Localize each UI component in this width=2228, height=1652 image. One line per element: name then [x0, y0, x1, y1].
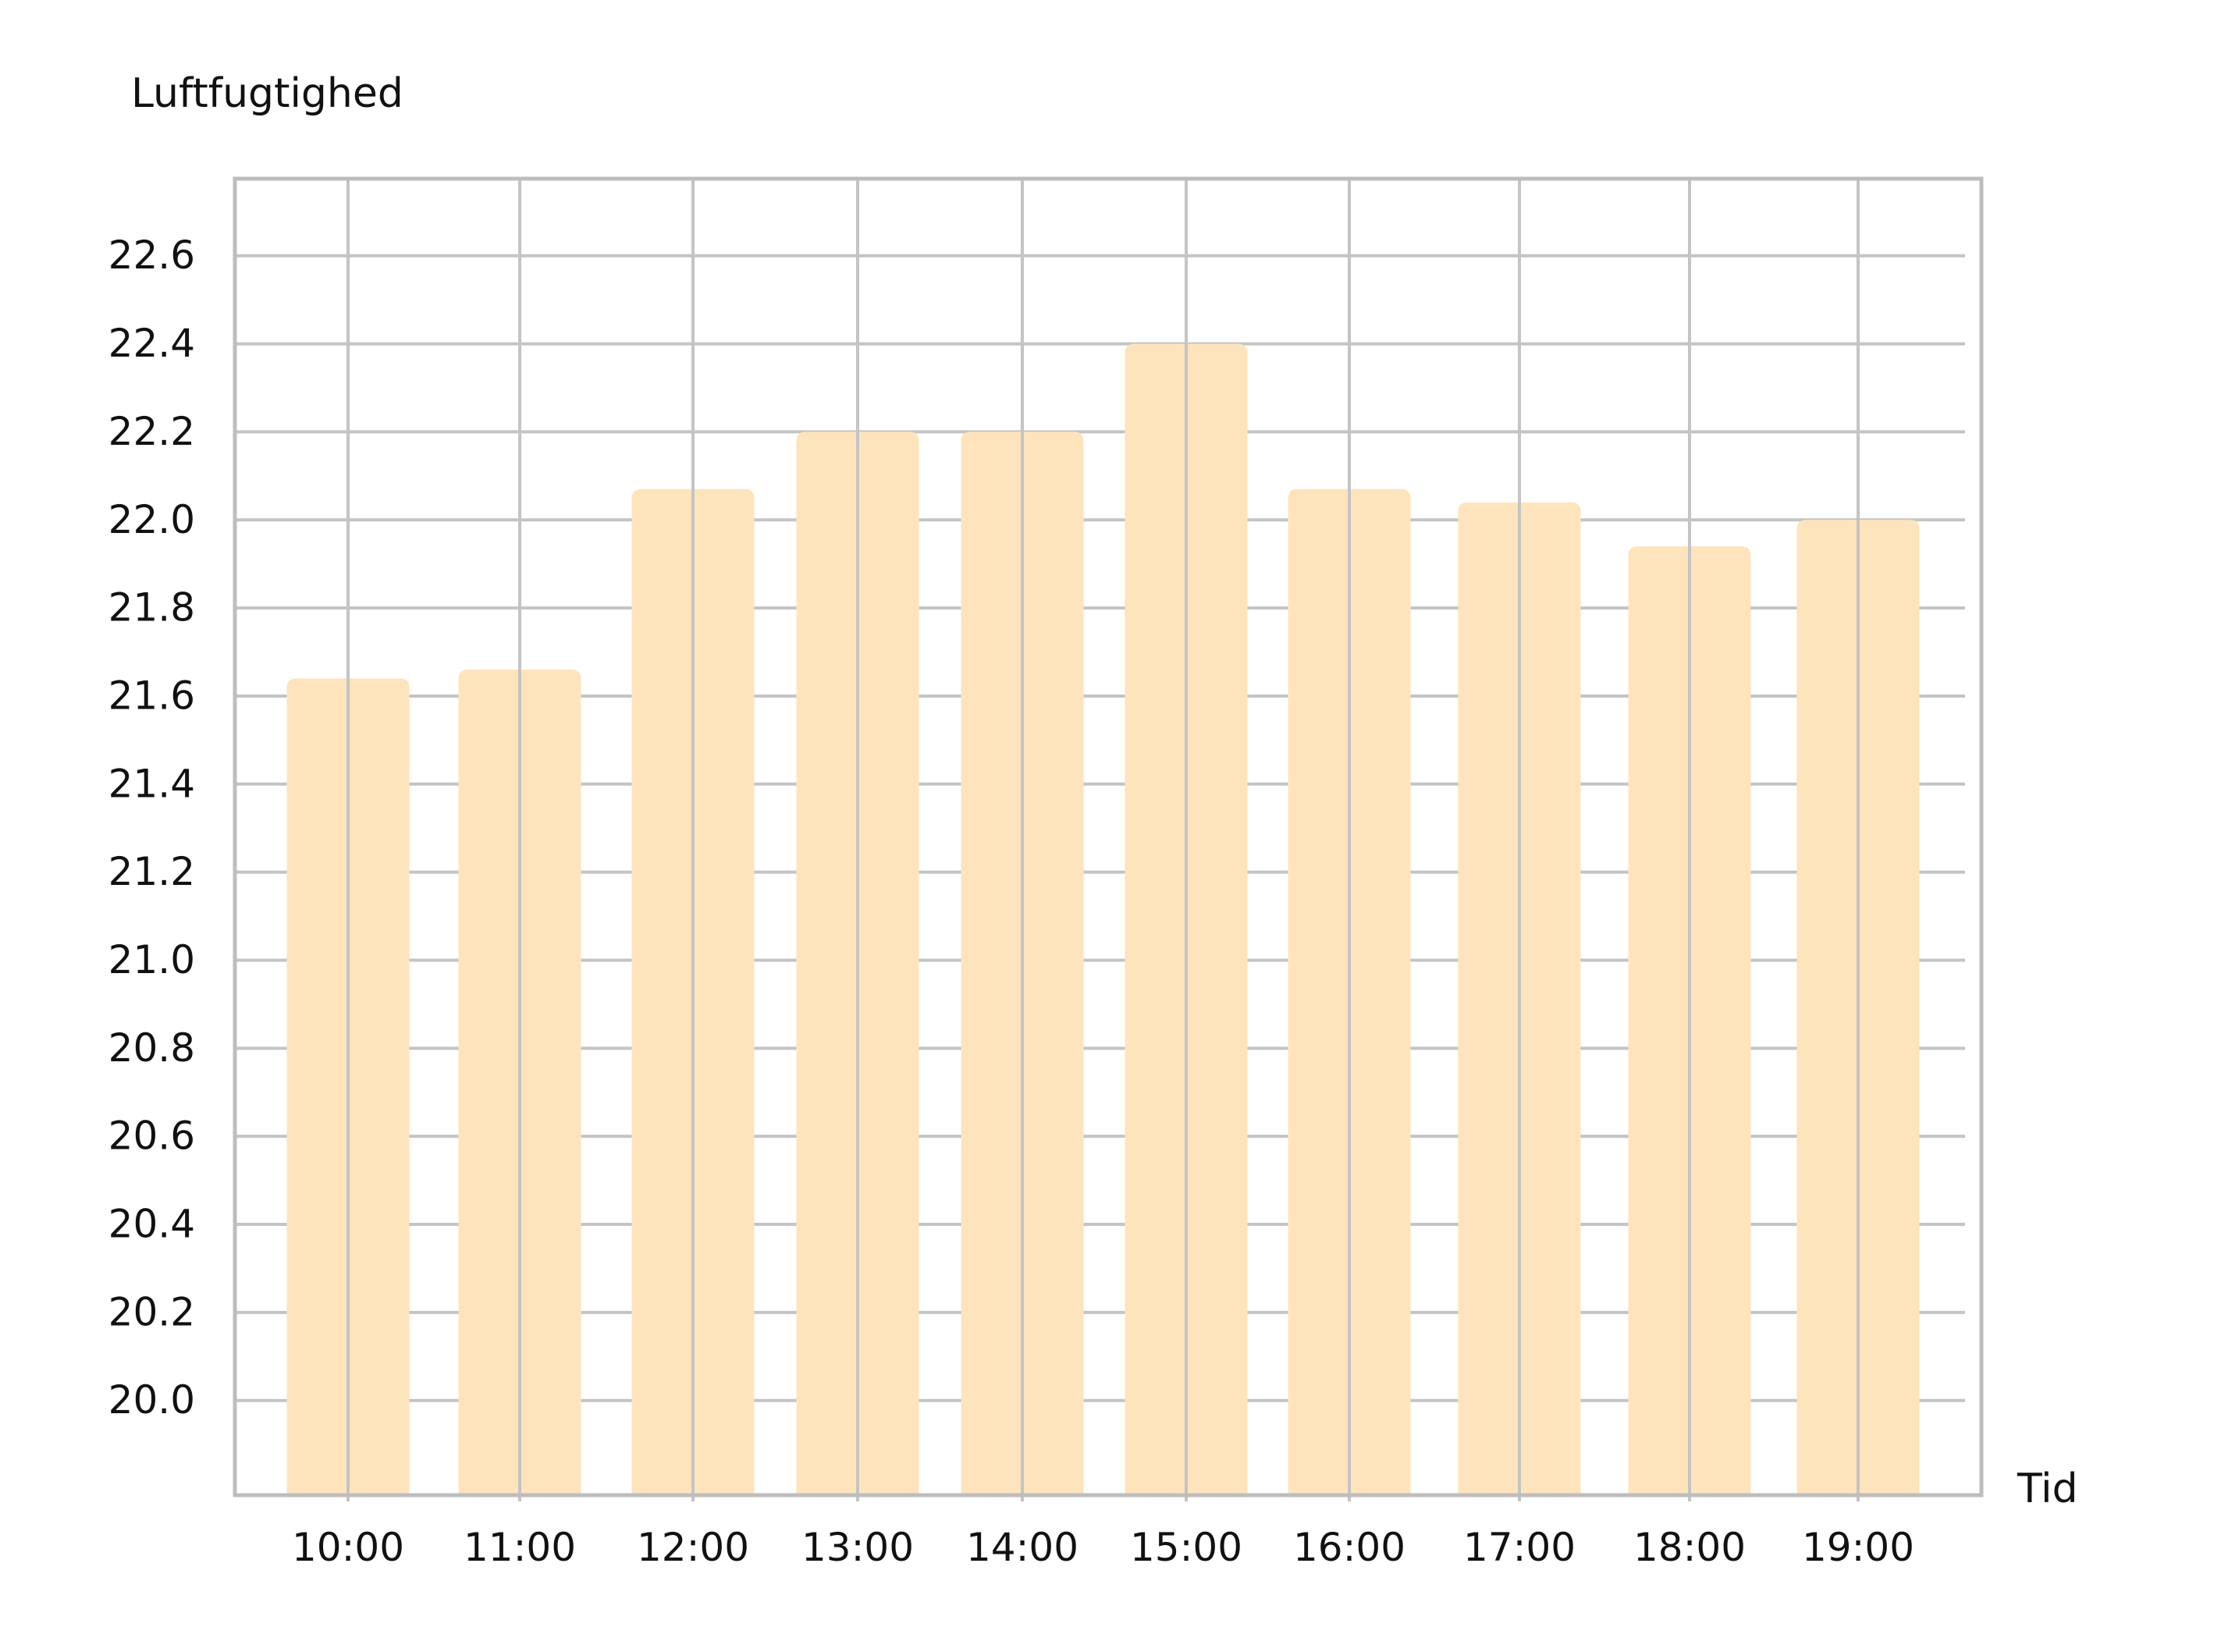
- y-axis-ticks: 20.0 20.2 20.4 20.6 20.8 21.0 21.2 21.4 21.6 21.8…: [108, 233, 195, 1423]
- x-tick-label: 11:00: [464, 1525, 576, 1570]
- y-tick-label: 22.0: [108, 497, 195, 542]
- y-tick-label: 22.2: [108, 409, 195, 454]
- y-tick-label: 21.8: [108, 585, 195, 631]
- x-tick-label: 12:00: [637, 1525, 749, 1570]
- y-tick-label: 20.4: [108, 1202, 195, 1247]
- y-tick-label: 21.6: [108, 673, 195, 718]
- y-tick-label: 21.0: [108, 937, 195, 982]
- y-tick-label: 22.4: [108, 321, 195, 366]
- y-tick-label: 20.0: [108, 1377, 195, 1423]
- x-axis-ticks: 10:00 11:00 12:00 13:00 14:00 15:00 16:00 17:00…: [292, 1525, 1914, 1570]
- y-tick-label: 20.8: [108, 1025, 195, 1071]
- vertical-grid: [346, 179, 1860, 1501]
- x-tick-label: 17:00: [1463, 1525, 1576, 1570]
- y-tick-label: 22.6: [108, 233, 195, 278]
- x-tick-label: 18:00: [1633, 1525, 1746, 1570]
- y-tick-label: 21.2: [108, 849, 195, 894]
- x-tick-label: 16:00: [1293, 1525, 1405, 1570]
- x-axis-title: Tid: [2017, 1465, 2078, 1512]
- bars: [286, 343, 1920, 1496]
- plot-frame: [233, 176, 1984, 1497]
- x-tick-label: 10:00: [292, 1525, 404, 1570]
- x-tick-label: 19:00: [1802, 1525, 1914, 1570]
- y-tick-label: 21.4: [108, 761, 195, 806]
- x-tick-label: 14:00: [966, 1525, 1078, 1570]
- y-axis-title: Luftfugtighed: [131, 70, 403, 117]
- y-tick-label: 20.6: [108, 1114, 195, 1159]
- x-tick-label: 13:00: [801, 1525, 914, 1570]
- y-tick-label: 20.2: [108, 1289, 195, 1334]
- x-tick-label: 15:00: [1130, 1525, 1242, 1570]
